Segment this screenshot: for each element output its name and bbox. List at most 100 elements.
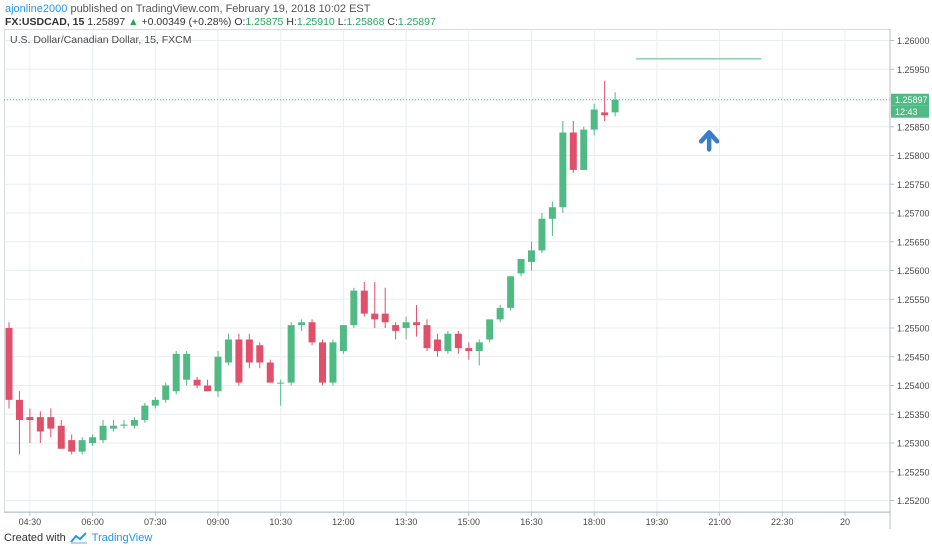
candle-up[interactable] [528,250,535,262]
candle-down[interactable] [68,440,76,452]
high-value: 1.25910 [296,16,335,28]
candle-up[interactable] [89,437,97,443]
candle-up[interactable] [350,290,358,326]
candle-down[interactable] [381,313,389,323]
candle-down[interactable] [423,325,431,349]
candle-up[interactable] [559,132,567,208]
candle-down[interactable] [371,313,379,320]
arrow-up-icon[interactable] [698,130,720,152]
candles [5,80,619,455]
candle-down[interactable] [465,348,473,351]
candle-down[interactable] [193,379,201,386]
price-tick-label: 1.25300 [897,439,930,449]
chart-title: U.S. Dollar/Canadian Dollar, 15, FXCM [10,34,192,46]
candle-up[interactable] [141,405,149,420]
candle-up[interactable] [130,420,138,426]
created-with-text: Created with [4,532,66,544]
candle-up[interactable] [287,325,295,383]
publish-info: ajonline2000 published on TradingView.co… [5,3,371,15]
candle-up[interactable] [172,353,180,392]
candle-up[interactable] [580,129,588,170]
candle-up[interactable] [151,399,159,406]
time-tick-label: 22:30 [771,517,794,527]
chart-container[interactable]: 1.260001.259501.259001.258501.258001.257… [4,29,930,529]
change-text: +0.00349 (+0.28%) [141,16,232,28]
time-tick-label: 06:00 [81,517,104,527]
price-tick-label: 1.25500 [897,324,930,334]
candle-up[interactable] [496,307,504,320]
candle-down[interactable] [601,112,609,116]
candle-up[interactable] [120,424,128,426]
candle-down[interactable] [5,328,13,400]
overlays [4,58,890,152]
candle-up[interactable] [277,382,285,384]
last-price-badge [891,93,929,106]
last-price-text: 1.25897 [87,16,126,28]
open-label: O: [234,16,246,28]
footer: Created with TradingView [4,532,152,544]
candle-down[interactable] [47,417,55,429]
candle-up[interactable] [298,322,306,326]
tradingview-brand-link[interactable]: TradingView [91,532,153,544]
candle-down[interactable] [433,339,441,352]
price-tick-label: 1.25400 [897,381,930,391]
candle-up[interactable] [183,353,191,380]
candle-down[interactable] [569,132,577,170]
candle-up[interactable] [538,218,546,251]
candle-down[interactable] [57,425,65,449]
change-up-icon: ▲ [128,16,139,28]
time-tick-label: 18:00 [583,517,606,527]
open-value: 1.25875 [245,16,284,28]
candle-down[interactable] [266,362,274,383]
time-tick-label: 10:30 [269,517,292,527]
price-tick-label: 1.25800 [897,151,930,161]
candle-up[interactable] [162,385,170,400]
candle-up[interactable] [78,440,86,452]
tradingview-logo-icon [69,532,87,544]
time-tick-label: 20 [840,517,850,527]
candle-down[interactable] [392,325,400,331]
candle-down[interactable] [319,342,326,383]
candle-up[interactable] [402,322,410,328]
candle-down[interactable] [245,339,253,363]
candle-down[interactable] [26,417,34,420]
candle-down[interactable] [235,339,243,383]
symbol-label: FX:USDCAD, 15 [5,16,85,28]
price-tick-label: 1.25550 [897,295,930,305]
price-tick-label: 1.25600 [897,266,930,276]
time-tick-label: 09:00 [207,517,230,527]
author-link[interactable]: ajonline2000 [5,3,68,15]
candlestick-chart[interactable]: 1.260001.259501.259001.258501.258001.257… [4,29,930,529]
candle-down[interactable] [36,417,44,432]
candle-up[interactable] [444,333,452,351]
candle-up[interactable] [99,425,107,441]
price-axis: 1.260001.259501.259001.258501.258001.257… [889,29,930,529]
candle-up[interactable] [517,259,525,274]
candle-up[interactable] [224,339,232,363]
candle-up[interactable] [507,276,515,308]
candle-down[interactable] [413,322,421,326]
candle-down[interactable] [454,333,462,349]
candle-down[interactable] [15,399,23,420]
candle-up[interactable] [329,342,337,383]
time-tick-label: 04:30 [19,517,42,527]
candle-up[interactable] [214,356,222,392]
candle-down[interactable] [360,290,368,314]
candle-up[interactable] [611,99,619,113]
candle-up[interactable] [339,325,347,351]
time-tick-label: 07:30 [144,517,167,527]
published-text: published on TradingView.com, February 1… [67,3,371,15]
candle-up[interactable] [110,425,117,429]
candle-up[interactable] [548,207,556,219]
time-tick-label: 12:00 [332,517,355,527]
symbol-info-bar: FX:USDCAD, 15 1.25897 ▲ +0.00349 (+0.28%… [5,16,436,28]
low-label: L: [337,16,347,28]
price-tick-label: 1.26000 [897,36,930,46]
candle-up[interactable] [475,342,483,351]
candle-down[interactable] [308,322,316,343]
candle-up[interactable] [486,319,494,340]
candle-down[interactable] [204,385,212,392]
price-tick-label: 1.25950 [897,65,930,75]
candle-up[interactable] [590,109,598,130]
candle-down[interactable] [256,345,264,363]
